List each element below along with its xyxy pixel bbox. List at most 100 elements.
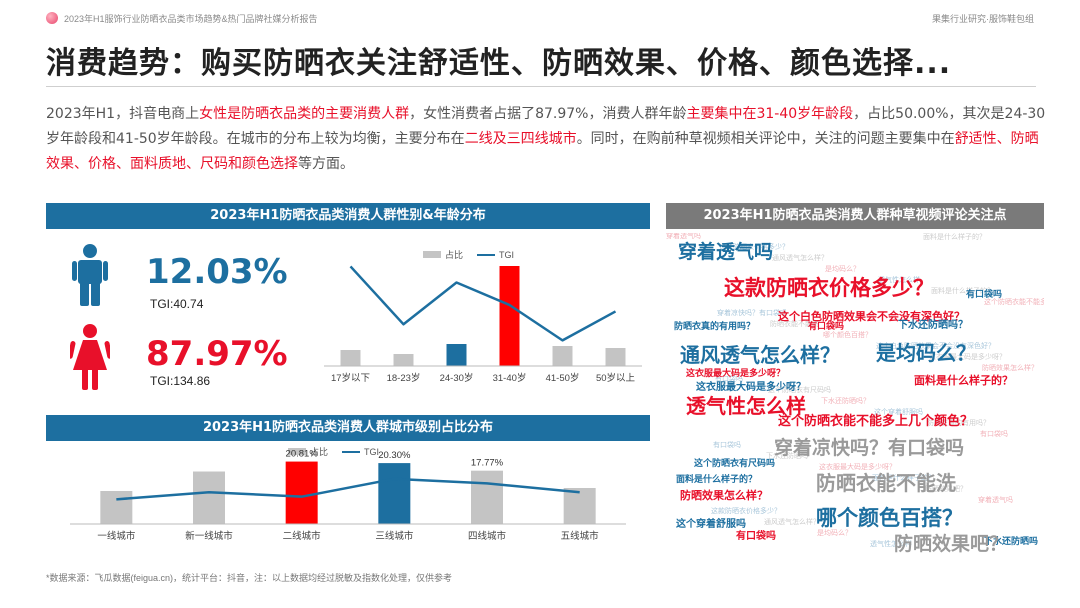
- cloud-filler-word: 通风透气怎么样？: [764, 518, 820, 526]
- intro-text: 2023年H1，抖音电商上: [46, 106, 200, 122]
- bar: [193, 471, 225, 524]
- top-bar: 2023年H1服饰行业防晒衣品类市场趋势&热门品牌社媒分析报告 果集行业研究·服…: [0, 0, 1080, 30]
- male-share-value: 12.03%: [146, 252, 288, 292]
- cloud-word: 穿着透气吗: [678, 241, 774, 263]
- bar: [378, 463, 411, 524]
- cloud-filler-word: 是均码么？: [825, 265, 860, 273]
- cloud-panel-title: 2023年H1防晒衣品类消费人群种草视频评论关注点: [666, 203, 1044, 229]
- intro-highlight: 舒适性、防晒效果、价格、面料质地、尺码和颜色选择: [46, 131, 1039, 172]
- cloud-word: 下水还防晒吗: [984, 537, 1039, 547]
- cloud-filler-word: 是均码么？: [817, 529, 852, 537]
- cloud-word: 有口袋吗: [966, 290, 1003, 300]
- data-source-footnote: *数据来源：飞瓜数据(feigua.cn)，统计平台：抖音，注：以上数据均经过脱…: [46, 573, 453, 583]
- x-tick-label: 24-30岁: [440, 372, 474, 384]
- cloud-word: 防晒衣能不能洗: [816, 471, 956, 495]
- cloud-filler-word: 这个白色防晒效果会不会没有深色好？: [876, 342, 995, 350]
- chart-legend: 占比 TGI: [288, 446, 379, 457]
- cloud-filler-word: 透气性怎么样: [870, 540, 912, 548]
- bar: [499, 266, 520, 366]
- intro-text: ，占比50.00%，其次是24-30岁年龄段和41-50岁年龄段。在城市的分布上…: [46, 106, 1046, 147]
- cloud-word: 这款防晒衣价格多少？: [724, 276, 934, 300]
- cloud-word: 这个白色防晒效果会不会没有深色好？: [778, 310, 965, 323]
- intro-paragraph: 2023年H1，抖音电商上女性是防晒衣品类的主要消费人群，女性消费者占据了87.…: [46, 102, 1046, 177]
- cloud-word: 下水还防晒吗？: [898, 320, 968, 331]
- cloud-filler-word: 这款防晒衣价格多少？: [719, 243, 789, 251]
- legend-label: TGI: [499, 250, 514, 260]
- intro-text: ，女性消费者占据了87.97%，消费人群年龄: [409, 106, 687, 122]
- cloud-word: 通风透气怎么样？: [680, 343, 840, 367]
- bar: [446, 344, 467, 366]
- cloud-word: 这衣服最大码是多少呀？: [696, 382, 806, 393]
- cloud-filler-word: 这个防晒衣能不能多上几个颜色？: [984, 298, 1044, 306]
- cloud-filler-word: 面料是什么样子的？: [872, 474, 935, 482]
- cloud-word: 有口袋吗: [808, 322, 845, 332]
- cloud-filler-word: 有口袋吗: [980, 430, 1008, 438]
- male-figure-icon: [72, 244, 108, 306]
- cloud-filler-word: 有口袋吗: [713, 441, 741, 449]
- female-figure-icon: [70, 324, 110, 390]
- x-tick-label: 41-50岁: [546, 372, 580, 384]
- intro-highlight: 女性是防晒衣品类的主要消费人群: [199, 106, 410, 122]
- legend-label: 占比: [310, 446, 328, 457]
- x-tick-label: 二线城市: [283, 530, 322, 542]
- bar: [285, 461, 318, 524]
- legend-bar-swatch: [423, 251, 441, 258]
- report-title: 2023年H1服饰行业防晒衣品类市场趋势&热门品牌社媒分析报告: [64, 14, 318, 24]
- x-tick-label: 31-40岁: [493, 372, 527, 384]
- legend-label: 占比: [445, 249, 463, 260]
- cloud-word: 这衣服最大码是多少呀？: [686, 369, 786, 379]
- city-distribution-chart: 占比 TGI 一线城市 新一线城市 二线城市 20.81% 三线城市 20.30% 四线城市 17…: [70, 446, 626, 542]
- data-label: 20.81%: [286, 449, 319, 460]
- cloud-filler-word: 穿着透气吗: [666, 233, 701, 240]
- legend-label: TGI: [364, 447, 379, 457]
- page-headline: 消费趋势：购买防晒衣关注舒适性、防晒效果、价格、颜色选择...: [46, 46, 952, 81]
- cloud-filler-word: 透气性怎么样: [878, 276, 920, 284]
- cloud-filler-word: 这衣服最大码是多少呀？: [819, 463, 896, 471]
- bar: [605, 348, 626, 366]
- intro-highlight: 主要集中在31-40岁年龄段: [686, 106, 854, 122]
- x-tick-label: 五线城市: [561, 530, 600, 542]
- report-logo-icon: [46, 12, 58, 24]
- bar: [552, 346, 573, 366]
- cloud-word: 防晒效果吧？: [894, 533, 1009, 554]
- cloud-word: 穿着凉快吗？有口袋吗: [774, 437, 965, 459]
- cloud-filler-word: 下水还防晒吗？: [821, 397, 870, 405]
- bar: [393, 354, 414, 366]
- cloud-word: 防晒效果怎么样？: [680, 489, 768, 502]
- cloud-filler-word: 哪个颜色百搭？: [823, 331, 872, 339]
- cloud-filler-word: 面料是什么样子的？: [923, 233, 986, 241]
- tgi-line: [116, 477, 580, 501]
- data-label: 17.77%: [471, 458, 504, 469]
- cloud-filler-word: 防晒效果吧？: [925, 485, 967, 493]
- cloud-word: 是均码么？: [876, 341, 976, 365]
- city-panel-title: 2023年H1防晒衣品类消费人群城市级别占比分布: [46, 415, 650, 441]
- cloud-filler-word: 下水还防晒吗: [766, 452, 808, 460]
- cloud-filler-word: 防晒衣真的有用吗？: [927, 419, 990, 427]
- bar: [340, 350, 361, 366]
- male-tgi: TGI:40.74: [150, 297, 204, 311]
- tgi-line: [349, 265, 617, 342]
- cloud-word: 这个防晒衣有尺码吗: [694, 459, 776, 469]
- age-distribution-chart: 占比 TGI 17岁以下 18-23岁 24-30岁 31-40岁 41-50岁 50岁以上: [324, 249, 642, 384]
- intro-text: 等方面。: [298, 156, 354, 172]
- intro-highlight: 二线及三四线城市: [464, 131, 577, 147]
- cloud-word: 这个穿着舒服吗: [676, 519, 746, 530]
- cloud-filler-word: 这衣服最大码是多少呀？: [929, 353, 1006, 361]
- cloud-filler-word: 这款防晒衣价格多少？: [711, 507, 781, 515]
- cloud-word: 透气性怎么样: [686, 394, 806, 418]
- bar: [563, 488, 596, 524]
- comment-word-cloud: 穿着透气吗 这款防晒衣价格多少？ 通风透气怎么样？ 是均码么？ 透气性怎么样 面料是什么样…: [666, 233, 1044, 553]
- cloud-filler-word: 面料是什么样子的？: [931, 287, 994, 295]
- x-tick-label: 18-23岁: [387, 372, 421, 384]
- gender-summary: 12.03% TGI:40.74 87.97% TGI:134.86: [46, 232, 316, 392]
- cloud-filler-word: 防晒衣能不能洗: [770, 320, 819, 328]
- data-label: 20.30%: [378, 450, 411, 461]
- headline-divider: [46, 86, 1036, 87]
- x-tick-label: 新一线城市: [185, 530, 233, 542]
- cloud-word: 防晒衣真的有用吗？: [674, 322, 756, 332]
- bar: [100, 491, 133, 524]
- cloud-word: 面料是什么样子的？: [914, 374, 1013, 387]
- x-tick-label: 一线城市: [97, 530, 136, 542]
- x-tick-label: 四线城市: [468, 530, 507, 542]
- cloud-word: 面料是什么样子的？: [676, 475, 758, 485]
